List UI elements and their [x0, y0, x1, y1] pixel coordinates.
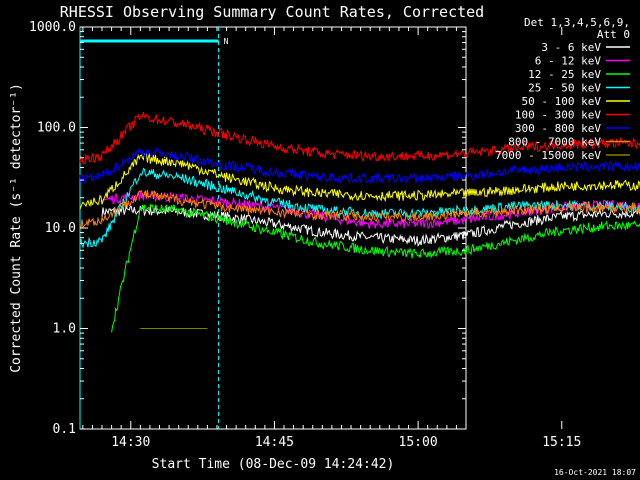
legend-label-1: 6 - 12 keV	[535, 55, 602, 68]
legend-label-0: 3 - 6 keV	[541, 41, 601, 54]
detector-info-line-2: Att 0	[597, 28, 630, 41]
series-line-4	[79, 152, 640, 210]
y-axis-label: Corrected Count Rate (s⁻¹ detector⁻¹)	[9, 83, 24, 373]
series-line-1	[101, 190, 640, 230]
legend-label-4: 50 - 100 keV	[522, 95, 602, 108]
x-axis-label: Start Time (08-Dec-09 14:24:42)	[152, 457, 395, 472]
series-line-5	[79, 111, 640, 165]
y-tick-label-3: 100.0	[37, 121, 76, 136]
y-tick-label-4: 1000.0	[29, 20, 76, 35]
detector-info-line-1: Det 1,3,4,5,6,9,	[524, 16, 630, 29]
legend-label-6: 300 - 800 keV	[515, 122, 601, 135]
legend-label-2: 12 - 25 keV	[528, 68, 601, 81]
series-line-2	[111, 203, 640, 333]
night-marker-label: N	[224, 37, 229, 46]
chart-title: RHESSI Observing Summary Count Rates, Co…	[60, 3, 484, 21]
legend-label-7: 800 - 7000 keV	[508, 136, 601, 149]
series-line-7	[79, 189, 640, 230]
legend-label-5: 100 - 300 keV	[515, 109, 601, 122]
axis-ticks: 14:3014:4515:0015:1515:3015:4516:000.11.…	[29, 20, 581, 450]
y-tick-label-1: 1.0	[53, 322, 76, 337]
x-tick-label-2: 15:00	[399, 435, 438, 450]
x-tick-label-0: 14:30	[111, 435, 150, 450]
x-tick-label-3: 15:15	[542, 435, 581, 450]
series-line-0	[101, 204, 640, 248]
timestamp: 16-Oct-2021 18:07	[554, 468, 636, 477]
plot-frame	[79, 26, 467, 430]
series-lines	[79, 111, 640, 333]
legend-label-3: 25 - 50 keV	[528, 82, 601, 95]
series-line-3	[79, 167, 640, 249]
y-tick-label-0: 0.1	[53, 422, 76, 437]
x-tick-label-1: 14:45	[255, 435, 294, 450]
series-line-6	[79, 146, 640, 185]
legend-label-8: 7000 - 15000 keV	[495, 149, 601, 162]
y-tick-label-2: 10.0	[45, 221, 76, 236]
